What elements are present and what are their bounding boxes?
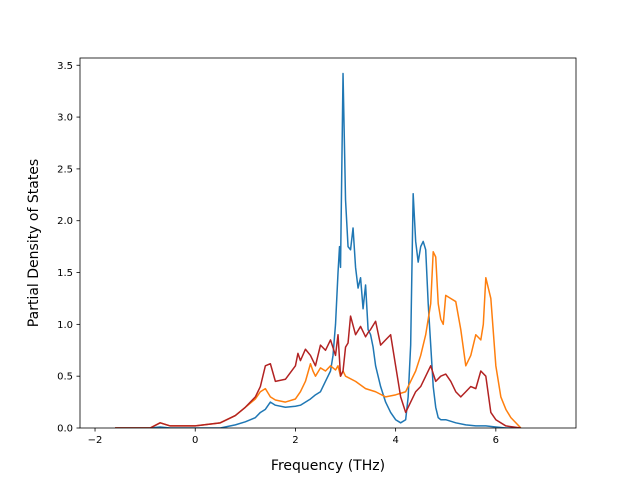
plot-area — [115, 72, 522, 428]
series-line-1 — [115, 72, 521, 428]
y-tick-label: 1.5 — [57, 268, 73, 279]
series-line-3 — [115, 315, 521, 428]
x-axis-label: Frequency (THz) — [271, 458, 385, 474]
series-line-2 — [115, 251, 522, 428]
y-tick-label: 1.0 — [57, 320, 73, 331]
y-axis-label: Partial Density of States — [26, 159, 42, 327]
y-tick-label: 3.0 — [57, 113, 73, 124]
y-axis: 0.0 0.5 1.0 1.5 2.0 2.5 3.0 3.5 — [57, 61, 80, 435]
x-tick-label: 0 — [192, 435, 198, 446]
axes-frame — [79, 57, 577, 429]
y-tick-label: 0.0 — [57, 424, 73, 435]
x-tick-label: 2 — [292, 435, 298, 446]
y-tick-label: 0.5 — [57, 372, 73, 383]
y-tick-label: 2.0 — [57, 216, 73, 227]
y-tick-label: 3.5 — [57, 61, 73, 72]
x-tick-label: 6 — [493, 435, 499, 446]
x-axis: −2 0 2 4 6 — [88, 428, 499, 446]
x-tick-label: 4 — [392, 435, 398, 446]
x-tick-label: −2 — [88, 435, 103, 446]
y-tick-label: 2.5 — [57, 164, 73, 175]
